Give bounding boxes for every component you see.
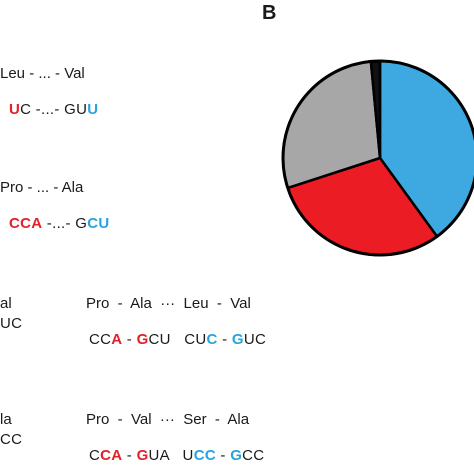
c4-2: - [122,447,137,464]
panel-label: B [262,2,277,24]
c4-0: C [88,447,101,464]
amino-acid-left-4: la [0,411,12,428]
c4-7: G [230,447,243,464]
codon-2-d: CU [87,215,110,232]
codon-left-4: CC [0,431,23,448]
codon-2-a: C [8,215,21,232]
codon-2-b: CA [20,215,43,232]
pie-outline [281,59,474,257]
amino-acid-line-3: Pro - Ala ··· Leu - Val [86,295,251,312]
c3-2: - [122,331,137,348]
c3-0: CC [88,331,112,348]
codon-2-c: -...- G [42,215,88,232]
c3-8: UC [243,331,267,348]
c4-1: CA [100,447,123,464]
c3-5: C [206,331,218,348]
codon-line-3: CCA - GCU CUC - GUC [80,316,266,348]
codon-1-d: U [87,101,99,118]
c4-6: - [215,447,231,464]
c4-8: CC [242,447,265,464]
c3-1: A [111,331,123,348]
codon-1-b: U [8,101,21,118]
codon-1-c: C -...- GU [20,101,88,118]
amino-acid-left-3: al [0,295,12,312]
codon-line-2: CCA -...- GCU [0,200,110,232]
c4-5: CC [193,447,216,464]
codon-line-1: UC -...- GUU [0,86,98,118]
codon-line-4: CCA - GUA UCC - GCC [80,432,264,464]
amino-acid-line-1: Leu - ... - Val [0,65,85,82]
c3-7: G [231,331,244,348]
codon-left-3: UC [0,315,23,332]
c4-4: UA U [148,447,194,464]
c3-4: CU CU [148,331,207,348]
c3-6: - [217,331,232,348]
c4-3: G [136,447,149,464]
amino-acid-line-2: Pro - ... - Ala [0,179,84,196]
c3-3: G [136,331,149,348]
amino-acid-line-4: Pro - Val ··· Ser - Ala [86,411,250,428]
